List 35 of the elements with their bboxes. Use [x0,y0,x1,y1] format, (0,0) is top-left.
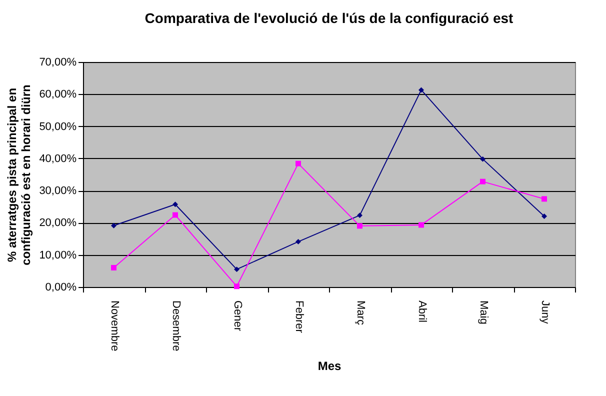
x-tick-label: Juny [538,300,551,324]
x-axis-title: Mes [318,359,342,374]
x-tick-label: Novembre [108,300,120,352]
point [234,266,240,272]
point [296,238,301,244]
point [357,212,362,218]
y-tick-label: 30,00% [39,185,77,198]
x-tick-label: Març [354,300,366,326]
y-tick-label: 10,00% [39,249,77,262]
y-tick-label: 60,00% [39,88,77,101]
point [542,214,547,220]
point [111,222,116,228]
point [480,178,486,184]
x-tick-label: Desembre [170,300,182,352]
point [172,202,178,208]
y-tick-label: 50,00% [39,120,77,133]
x-tick-label: Abril [416,300,428,323]
point [418,87,424,93]
point [480,156,486,162]
y-tick-label: 20,00% [39,217,77,230]
y-axis-title: % aterratges pista principal en configuració est en horari diürn [5,84,34,266]
chart-title: Comparativa de l'evolució de l'ús de la configuració est [144,10,514,26]
x-tick-label: Maig [477,300,490,324]
point [172,212,178,218]
point [234,284,240,290]
y-tick-label: 40,00% [39,152,77,165]
point [542,196,547,202]
point [111,264,116,270]
point [357,223,362,229]
y-tick-label: 70,00% [39,56,77,68]
point [296,160,301,166]
x-tick-label: Gener [231,300,244,332]
x-tick-label: Febrer [292,300,305,334]
y-tick-label: 0,00% [45,282,77,294]
point [418,222,424,228]
